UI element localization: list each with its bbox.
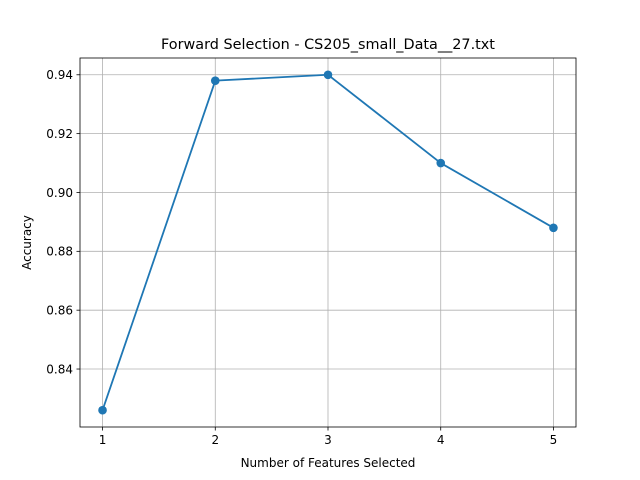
y-tick-label: 0.94 xyxy=(46,68,73,82)
data-point xyxy=(436,158,446,168)
data-point xyxy=(323,70,333,80)
x-tick-label: 4 xyxy=(437,433,445,447)
x-tick-label: 5 xyxy=(550,433,558,447)
chart-title: Forward Selection - CS205_small_Data__27… xyxy=(161,37,495,53)
y-axis-label: Accuracy xyxy=(20,215,34,270)
y-tick-label: 0.88 xyxy=(46,245,73,259)
x-axis-label: Number of Features Selected xyxy=(241,456,416,470)
series-layer xyxy=(98,70,558,415)
x-tick-label: 3 xyxy=(324,433,332,447)
data-point xyxy=(210,76,220,85)
data-point xyxy=(98,405,107,415)
y-tick-label: 0.92 xyxy=(46,127,73,141)
y-tick-label: 0.90 xyxy=(46,186,73,200)
y-tick-label: 0.84 xyxy=(46,362,73,376)
data-point xyxy=(549,223,558,233)
y-axis: 0.84 0.86 0.88 0.90 0.92 0.94 xyxy=(46,68,80,376)
x-tick-label: 1 xyxy=(99,433,107,447)
x-axis: 1 2 3 4 5 xyxy=(99,427,558,447)
y-tick-label: 0.86 xyxy=(46,303,73,317)
x-tick-label: 2 xyxy=(211,433,219,447)
